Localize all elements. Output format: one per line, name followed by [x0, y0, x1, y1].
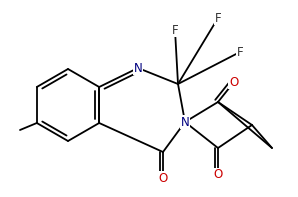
Text: O: O	[229, 75, 239, 88]
Text: F: F	[237, 46, 243, 59]
Text: O: O	[158, 172, 167, 185]
Text: N: N	[134, 61, 142, 74]
Text: O: O	[213, 168, 223, 181]
Text: F: F	[172, 23, 178, 36]
Text: F: F	[215, 11, 221, 24]
Text: N: N	[181, 115, 189, 128]
